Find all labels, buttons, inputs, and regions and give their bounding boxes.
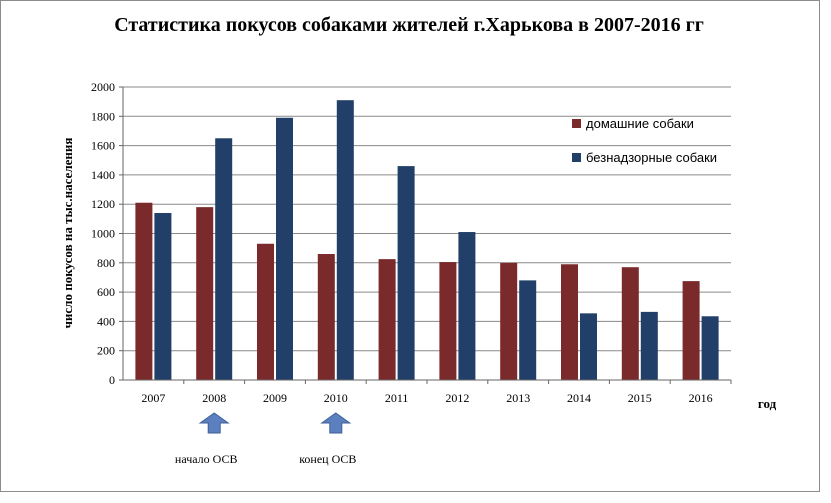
bar-stray-2010 [336,100,354,380]
legend: домашние собаки безнадзорные собаки [572,116,717,165]
up-arrow-icon [320,412,352,434]
legend-swatch-stray [572,153,581,162]
y-tick-label: 1200 [91,197,115,211]
y-axis-label: число покусов на тыс.населения [60,138,75,329]
y-tick-label: 600 [97,285,115,299]
bar-stray-2011 [397,166,415,380]
y-tick-label: 800 [97,256,115,270]
bar-stray-2016 [701,316,719,380]
bar-domestic-2014 [561,264,578,380]
legend-swatch-domestic [572,119,581,128]
annotations: начало ОСВ конец ОСВ [175,412,356,466]
annotation-label: начало ОСВ [175,452,238,466]
up-arrow-icon [198,412,230,434]
bar-stray-2008 [215,138,233,380]
bar-domestic-2016 [682,281,700,380]
bar-stray-2015 [640,311,658,380]
x-tick-label: 2011 [385,391,409,405]
bar-stray-2013 [519,280,537,380]
x-tick-label: 2013 [506,391,530,405]
chart: Статистика покусов собаками жителей г.Ха… [60,14,777,466]
bar-domestic-2011 [378,259,396,380]
y-tick-label: 200 [97,344,115,358]
legend-label-domestic: домашние собаки [586,116,694,131]
bar-stray-2014 [580,313,597,380]
bar-domestic-2007 [135,202,153,380]
y-tick-label: 0 [109,373,115,387]
bar-domestic-2015 [621,267,639,380]
x-tick-label: 2010 [324,391,348,405]
bar-stray-2007 [154,212,172,380]
bar-stray-2012 [458,232,476,380]
y-tick-label: 1800 [91,109,115,123]
y-tick-label: 1600 [91,139,115,153]
x-tick-label: 2014 [567,391,591,405]
x-tick-label: 2008 [202,391,226,405]
bar-stray-2009 [276,117,293,380]
x-tick-label: 2016 [689,391,713,405]
legend-label-stray: безнадзорные собаки [586,150,717,165]
x-axis-label: год [758,396,777,411]
y-tick-label: 2000 [91,80,115,94]
annotation-label: конец ОСВ [299,452,356,466]
x-tick-label: 2012 [445,391,469,405]
x-tick-label: 2015 [628,391,652,405]
y-tick-label: 400 [97,314,115,328]
y-tick-label: 1400 [91,168,115,182]
chart-frame: Статистика покусов собаками жителей г.Ха… [0,0,820,492]
bars [135,100,719,380]
chart-title: Статистика покусов собаками жителей г.Ха… [114,14,704,36]
bar-domestic-2008 [196,207,214,380]
axes: 0 200 400 600 800 1000 1200 1400 1600 1800 2000 200… [91,80,732,405]
bar-domestic-2012 [439,262,457,380]
y-tick-label: 1000 [91,227,115,241]
x-tick-label: 2007 [141,391,165,405]
bar-domestic-2009 [257,243,274,380]
bar-domestic-2010 [317,254,335,380]
bar-domestic-2013 [500,262,518,380]
x-tick-label: 2009 [263,391,287,405]
